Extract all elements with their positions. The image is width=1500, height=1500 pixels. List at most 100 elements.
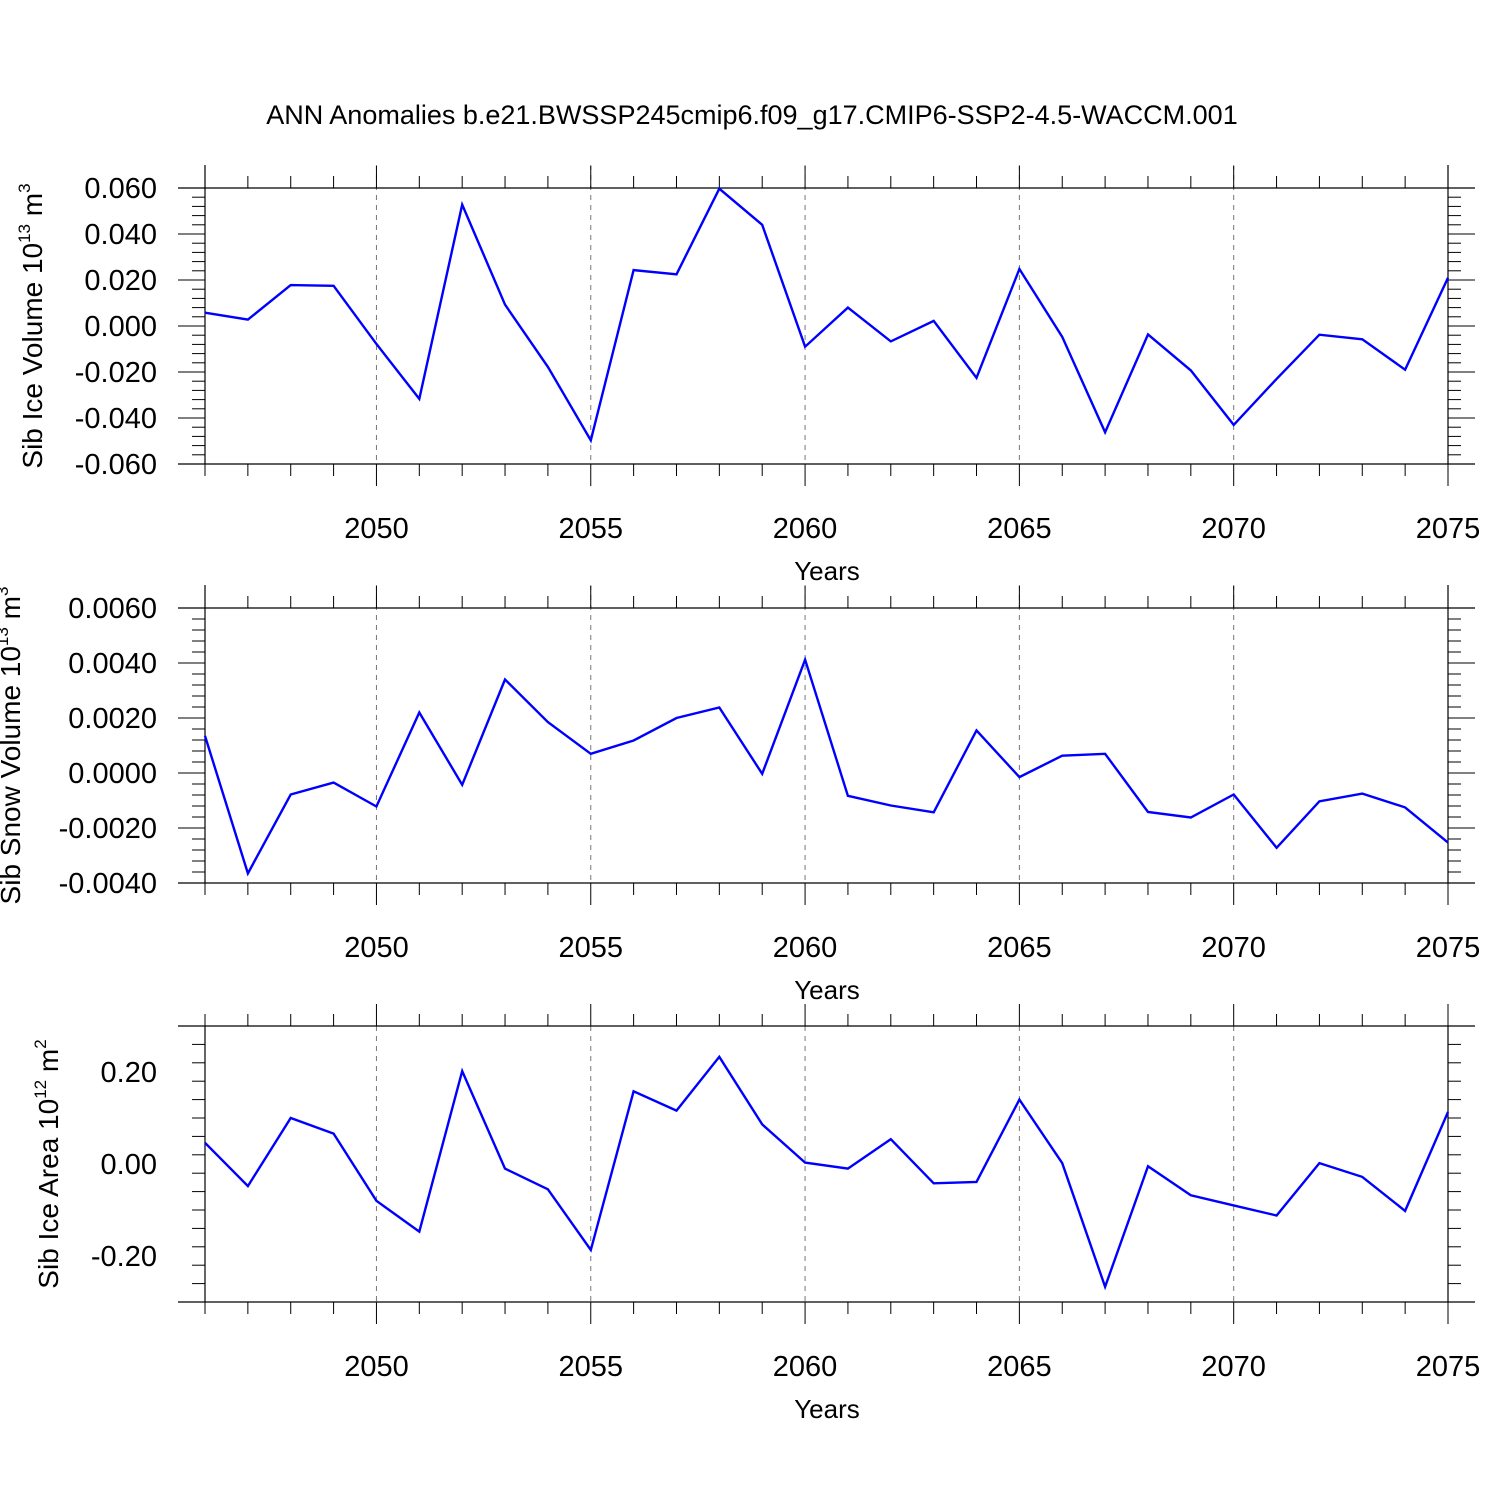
x-tick-label: 2055: [559, 1351, 624, 1383]
data-point: [589, 438, 593, 442]
x-tick-label: 2065: [987, 1351, 1052, 1383]
x-tick-label: 2060: [773, 513, 838, 545]
data-point: [546, 720, 550, 724]
y-axis-label-text: m: [33, 1049, 64, 1080]
data-point: [374, 1199, 378, 1203]
y-tick-label: 0.0040: [68, 648, 157, 680]
y-axis-label: Sib Snow Volume 1013 m3: [0, 587, 26, 905]
data-point: [1189, 816, 1193, 820]
data-point: [846, 1167, 850, 1171]
data-point: [1317, 333, 1321, 337]
data-point: [289, 1116, 293, 1120]
data-point: [1146, 1164, 1150, 1168]
x-tick-label: 2050: [344, 932, 409, 964]
data-point: [1103, 430, 1107, 434]
data-point: [1017, 1098, 1021, 1102]
data-point: [1446, 1110, 1450, 1114]
series-line: [203, 656, 1449, 877]
y-axis-label-exponent: 13: [15, 224, 34, 243]
data-point: [332, 781, 336, 785]
data-point: [1103, 752, 1107, 756]
y-axis-label-exponent: 13: [0, 627, 12, 646]
data-point: [503, 1167, 507, 1171]
data-point: [760, 1122, 764, 1126]
data-point: [1403, 368, 1407, 372]
data-point: [417, 711, 421, 715]
data-point: [1275, 1214, 1279, 1218]
data-point: [203, 311, 207, 315]
data-point: [1317, 1161, 1321, 1165]
x-tick-label: 2055: [559, 513, 624, 545]
data-point: [760, 772, 764, 776]
y-tick-label: 0.0020: [68, 703, 157, 735]
data-point: [1189, 1193, 1193, 1197]
data-point: [889, 339, 893, 343]
data-point: [1446, 841, 1450, 845]
data-point: [975, 728, 979, 732]
data-point: [460, 203, 464, 207]
x-tick-label: 2060: [773, 932, 838, 964]
data-point: [1060, 335, 1064, 339]
data-point: [332, 284, 336, 288]
data-point: [546, 1187, 550, 1191]
data-point: [289, 792, 293, 796]
data-point: [332, 1132, 336, 1136]
data-point: [1360, 792, 1364, 796]
panel-2: 0.0060 0.0040 0.0020 0.0000 -0.0020 -0.0040 20…: [0, 585, 1480, 1005]
y-axis-label-exponent: 3: [0, 587, 12, 596]
data-point: [1103, 1285, 1107, 1289]
data-point: [674, 272, 678, 276]
panel-3: 0.20 0.00 -0.20 2050 2055 2060 2065 2070 2075 Yea…: [31, 1004, 1480, 1424]
x-axis-label: Years: [794, 1394, 860, 1424]
data-point: [460, 1069, 464, 1073]
data-point: [717, 1055, 721, 1059]
data-point: [846, 794, 850, 798]
data-point: [246, 1184, 250, 1188]
data-point: [417, 1230, 421, 1234]
data-point: [975, 1180, 979, 1184]
x-axis-label: Years: [794, 556, 860, 586]
x-tick-label: 2060: [773, 1351, 838, 1383]
data-point: [674, 716, 678, 720]
y-tick-label: -0.0040: [59, 868, 157, 900]
data-point: [1275, 377, 1279, 381]
data-point: [846, 306, 850, 310]
data-point: [203, 734, 207, 738]
data-point: [1317, 799, 1321, 803]
y-tick-label: -0.040: [75, 403, 157, 435]
x-axis-label: Years: [794, 975, 860, 1005]
y-axis-label-exponent: 12: [31, 1080, 50, 1099]
y-tick-label: 0.060: [84, 173, 157, 205]
x-tick-label: 2055: [559, 932, 624, 964]
data-point: [889, 1137, 893, 1141]
y-axis-label-text: Sib Ice Area 10: [33, 1099, 64, 1289]
y-tick-label: -0.020: [75, 357, 157, 389]
y-tick-label: 0.00: [101, 1149, 157, 1181]
data-point: [932, 1181, 936, 1185]
data-point: [1189, 368, 1193, 372]
data-point: [374, 805, 378, 809]
x-tick-label: 2050: [344, 513, 409, 545]
y-tick-label: 0.020: [84, 265, 157, 297]
data-point: [803, 1161, 807, 1165]
data-point: [203, 1141, 207, 1145]
data-point: [1360, 337, 1364, 341]
y-tick-label: 0.0000: [68, 758, 157, 790]
data-point: [932, 319, 936, 323]
x-tick-label: 2050: [344, 1351, 409, 1383]
data-point: [589, 752, 593, 756]
data-point: [1146, 810, 1150, 814]
data-point: [1360, 1175, 1364, 1179]
x-tick-label: 2065: [987, 932, 1052, 964]
data-point: [1275, 846, 1279, 850]
y-axis-label-exponent: 2: [31, 1039, 50, 1048]
data-point: [1017, 775, 1021, 779]
y-tick-label: -0.0020: [59, 813, 157, 845]
data-point: [289, 283, 293, 287]
data-point: [246, 318, 250, 322]
series-line: [204, 186, 1450, 444]
x-tick-label: 2065: [987, 513, 1052, 545]
data-point: [1403, 1209, 1407, 1213]
data-point: [760, 223, 764, 227]
